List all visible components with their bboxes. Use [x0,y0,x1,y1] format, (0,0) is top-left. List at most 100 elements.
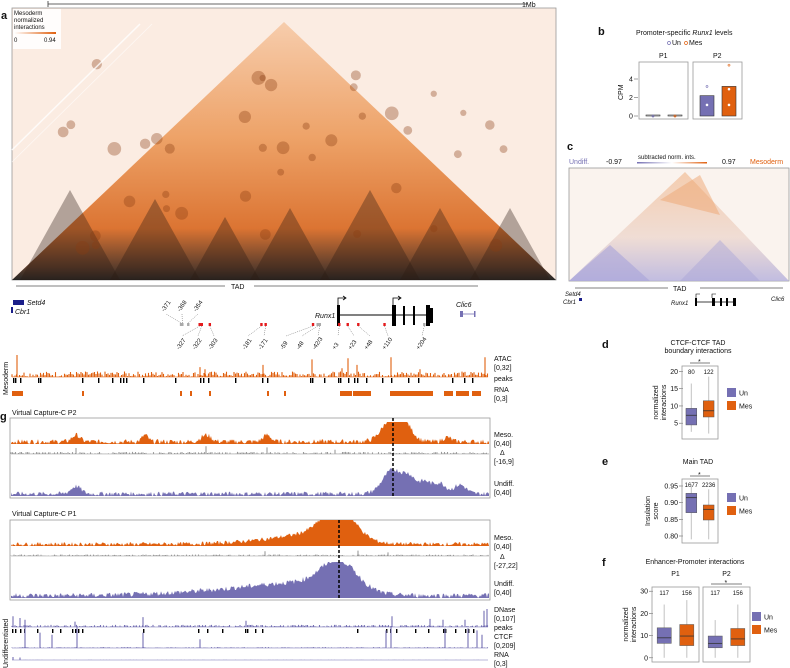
box-un [707,635,723,649]
mesoderm-group-label: Mesoderm [3,362,10,395]
c-gene-label-clic6: Clic6 [771,297,785,303]
interaction-dot [353,229,362,238]
data-point [727,63,731,67]
undiff-peak [82,629,84,633]
ctcf-range: [0,209] [494,643,515,650]
box-un [656,627,672,644]
leader-line [247,325,262,337]
enhancer-label: -327 [176,337,188,351]
meso-peak [267,378,269,383]
panel-g-letter: g [0,411,7,423]
tad-annotation: TAD [16,284,478,291]
interaction-dot [251,70,266,85]
leader-line [358,325,371,337]
interaction-dot [259,229,271,240]
undiff-peak [386,629,388,633]
meso-peak [262,378,264,383]
enhancer-label: -48 [296,340,306,351]
enhancer-dot [311,323,315,326]
tad-label: TAD [231,284,244,291]
legend-mes: Mes [764,628,778,635]
undiff-peak [207,629,209,633]
atac-track [11,355,489,377]
leader-line [317,325,321,337]
c-gene-label-cbr1: Cbr1 [563,300,576,306]
undiff-peak [222,629,224,633]
undiff-peak [455,629,457,633]
enhancer-dot [346,323,349,326]
meso-peak [175,378,177,383]
enhancer-label: +23 [348,339,359,351]
sample-count: 80 [688,370,695,376]
title-part: Runx1 [692,30,712,37]
legend-un: Un [739,496,748,503]
data-point [727,87,731,91]
y-tick-label: 0 [629,114,633,121]
interaction-dot [460,109,467,116]
facet-label: P1 [671,571,680,578]
meso-rna-block [180,391,182,396]
chart-title-1: Enhancer-Promoter interactions [646,559,745,566]
meso-peak [13,378,15,383]
enhancer-dot [264,323,267,326]
facet-label: P2 [722,571,731,578]
gene-label-cbr1: Cbr1 [15,309,30,316]
enhancer-marker: -354 [187,299,205,326]
panel-e-letter: e [602,456,608,468]
interaction-dot [259,74,266,82]
meso-peak [391,378,393,383]
leader-line [263,325,266,337]
meso-peak [348,378,350,383]
panel-c-heatmap: c Undiff. -0.97 subtracted norm. ints. 0… [563,141,790,307]
scale-bar-label: 1Mb [522,2,536,9]
interaction-dot [258,143,267,152]
p2-undiff-track [11,468,489,496]
meso-peak [464,378,466,383]
interaction-dot [430,90,437,97]
enhancer-label: -371 [161,299,173,313]
legend-swatch-un [752,612,761,621]
data-point [651,114,655,118]
interaction-dot [151,132,163,145]
enhancer-dot [338,323,341,326]
meso-peak [340,378,342,383]
box-un [685,493,698,513]
enhancer-label: +204 [416,336,429,351]
atac-range: [0,32] [494,365,512,372]
facet-frame [651,586,700,663]
interaction-dot [57,126,69,138]
meso-rna-block [444,391,453,396]
meso-peak [354,378,356,383]
enhancer-dot [208,323,212,326]
heatmap-colorbar [14,32,56,34]
meso-rna-block [267,391,269,396]
leader-line [301,325,318,337]
y-tick-label: 0.80 [664,534,678,541]
legend-swatch-mes [727,506,736,515]
p1-delta-range: [-27,22] [494,563,518,570]
enhancer-dot [179,323,183,326]
meso-peak [15,378,17,383]
p2-promoter-arrow-icon [392,295,402,305]
interaction-dot [107,142,122,156]
diff-colorbar [637,162,707,164]
leader-line [347,325,355,337]
y-axis-label-2: interactions [631,606,638,642]
interaction-dot [485,120,495,130]
y-tick-label: 5 [674,421,678,428]
interaction-dot [89,230,101,242]
meso-rna-label: RNA [494,387,509,394]
y-tick-label: 30 [640,589,648,596]
meso-peak [203,378,205,383]
p2-meso-range: [0,40] [494,441,512,448]
facet-frame [692,61,743,120]
interaction-dot [430,225,438,233]
sample-count: 156 [682,591,693,597]
enhancer-dot [200,323,203,326]
heatmap-legend-min: 0 [14,38,18,44]
undiff-peak [396,629,398,633]
p1-delta-label: Δ [500,554,505,561]
meso-rna-block [353,391,371,396]
legend-un: Un [672,40,681,47]
